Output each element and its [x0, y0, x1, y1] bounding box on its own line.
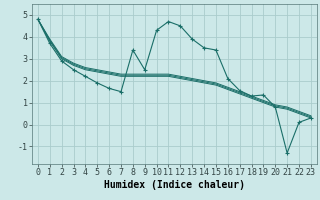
X-axis label: Humidex (Indice chaleur): Humidex (Indice chaleur): [104, 180, 245, 190]
